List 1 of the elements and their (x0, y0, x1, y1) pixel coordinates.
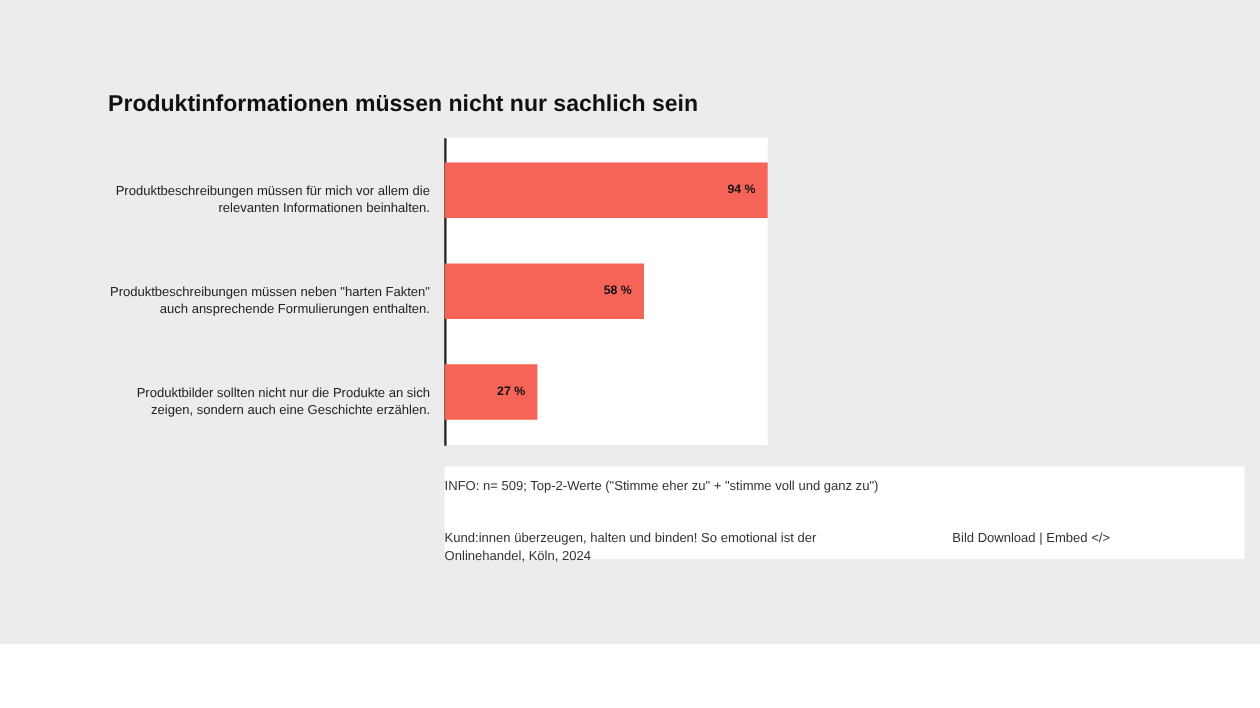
chart-title: Produktinformationen müssen nicht nur sachlich sein (108, 93, 699, 118)
